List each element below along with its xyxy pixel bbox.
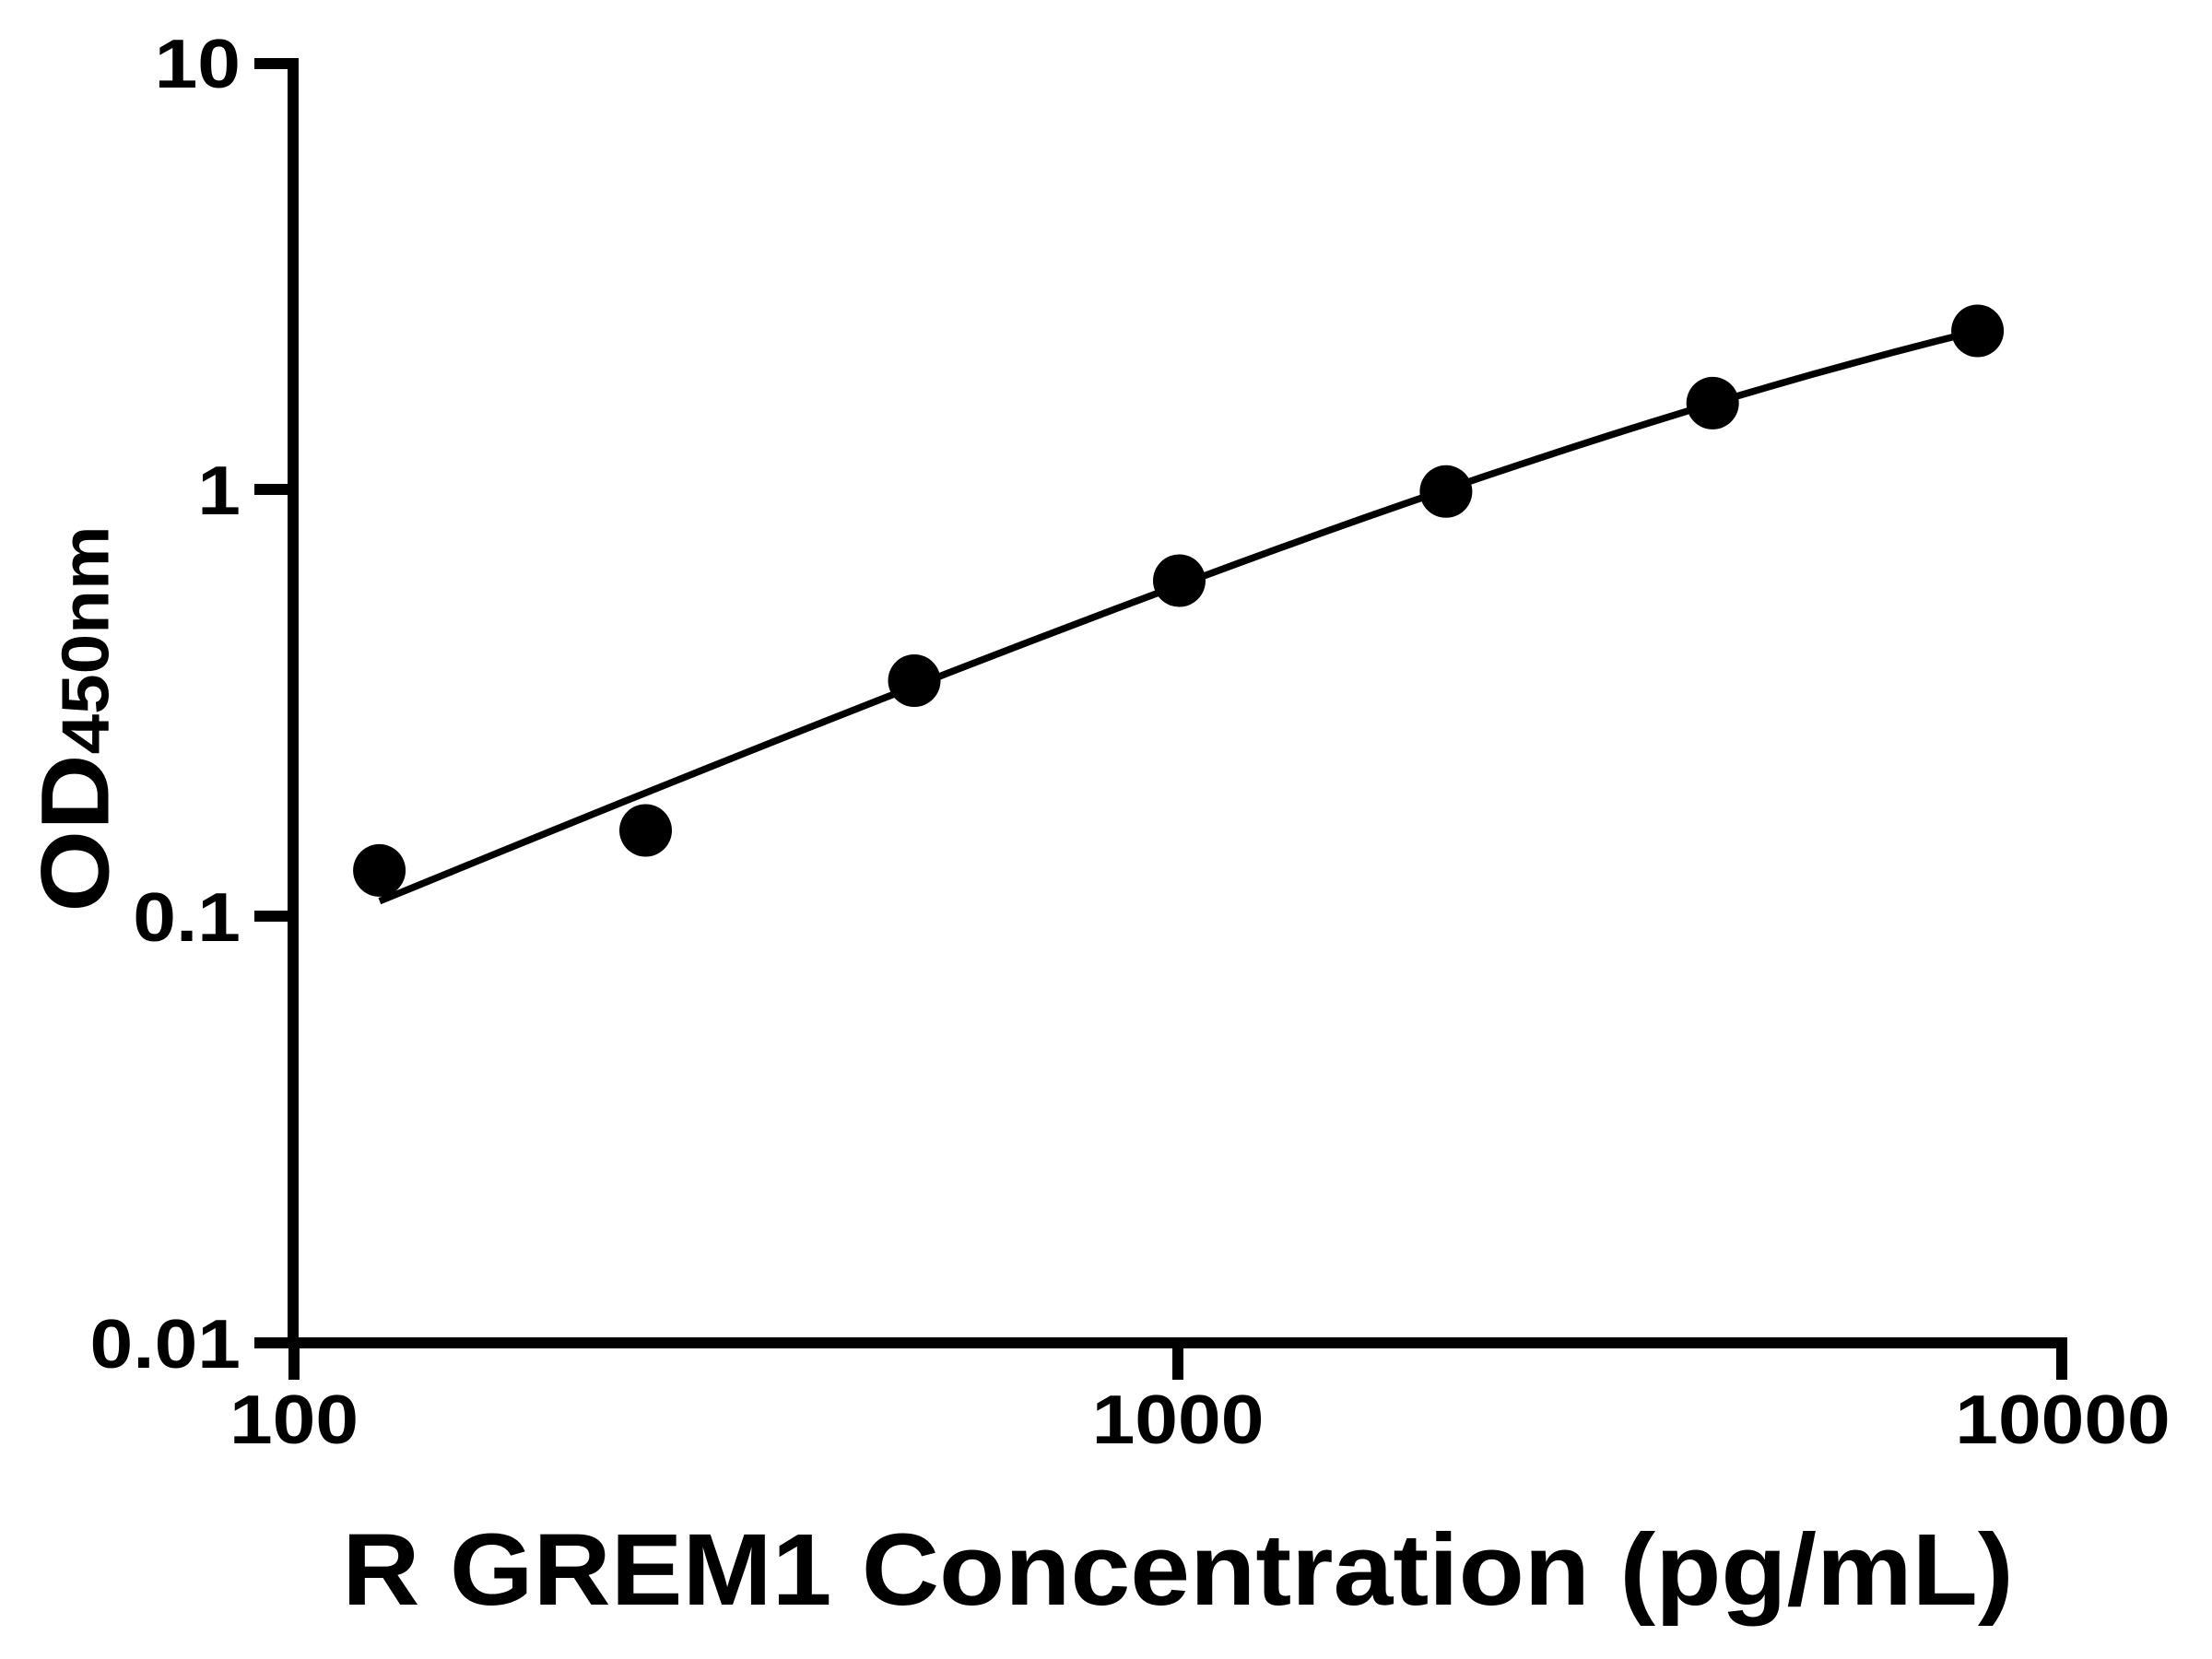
svg-text:10: 10 xyxy=(155,25,241,102)
svg-text:0.01: 0.01 xyxy=(90,1305,241,1382)
svg-text:1: 1 xyxy=(197,452,241,529)
svg-text:100: 100 xyxy=(229,1381,359,1458)
svg-text:R GREM1 Concentration (pg/mL): R GREM1 Concentration (pg/mL) xyxy=(342,1513,2013,1627)
svg-text:OD450nm: OD450nm xyxy=(22,525,130,912)
svg-text:10000: 10000 xyxy=(1955,1381,2171,1458)
svg-text:0.1: 0.1 xyxy=(133,878,241,956)
svg-text:1000: 1000 xyxy=(1092,1381,1265,1458)
